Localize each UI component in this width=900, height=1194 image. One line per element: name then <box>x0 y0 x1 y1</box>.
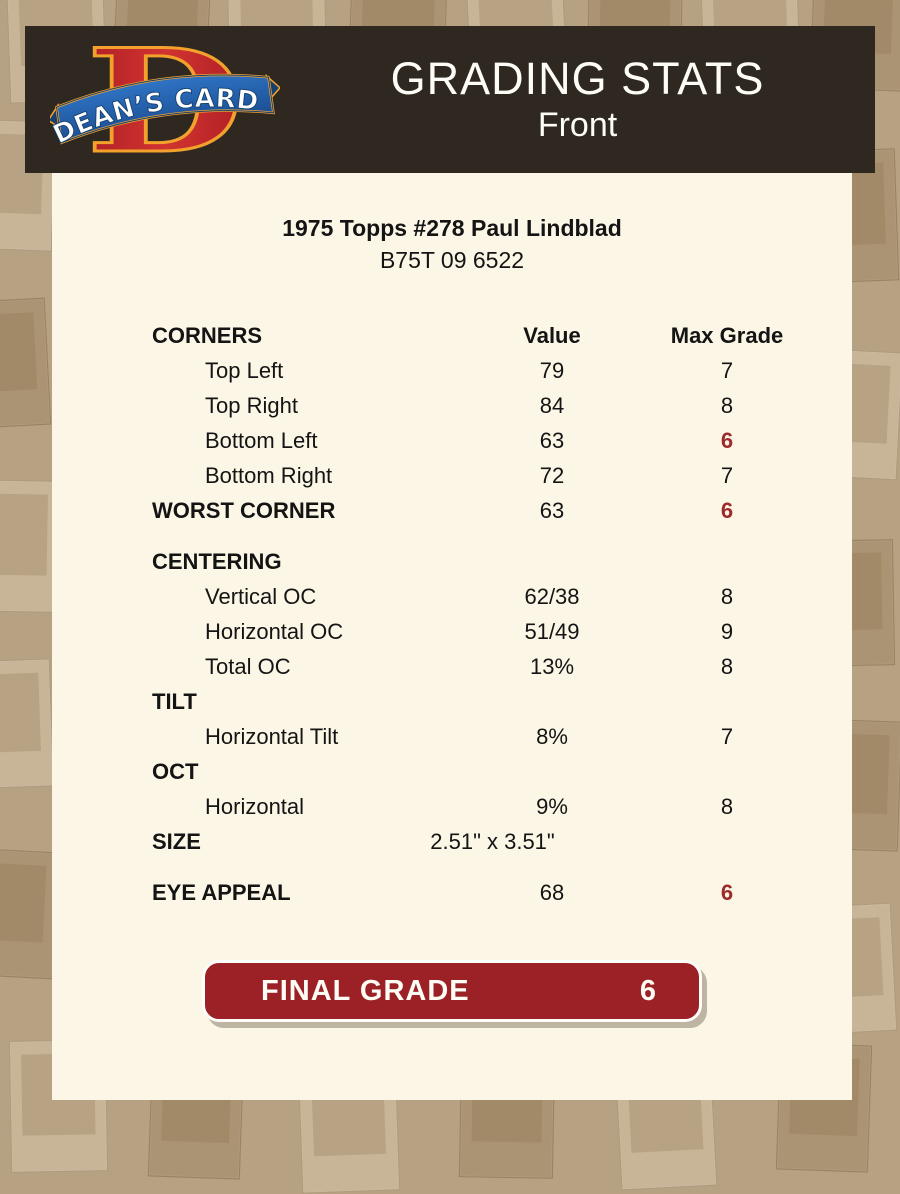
row-label: Horizontal OC <box>205 618 344 644</box>
row-max-grade: Max Grade <box>670 322 784 348</box>
row-value: 63 <box>539 497 565 523</box>
row-value: 84 <box>539 392 565 418</box>
row-label: CORNERS <box>152 322 263 348</box>
table-row: Horizontal 9% 8 <box>152 789 787 824</box>
table-row: Vertical OC 62/38 8 <box>152 579 787 614</box>
final-grade-value: 6 <box>639 974 657 1007</box>
background-card <box>0 847 60 980</box>
table-row: Bottom Right 72 7 <box>152 458 787 493</box>
table-row: CENTERING <box>152 544 787 579</box>
deans-cards-logo-art: D DEAN’S CARDS <box>27 0 282 187</box>
table-row: Horizontal Tilt 8% 7 <box>152 719 787 754</box>
row-label: Bottom Right <box>205 462 333 488</box>
row-label: Top Right <box>205 392 298 418</box>
header-bar: D DEAN’S CARDS GRADING STATS Front <box>25 0 875 187</box>
table-row: Bottom Left 63 6 <box>152 423 787 458</box>
row-max-grade: 8 <box>720 793 734 819</box>
row-max-grade: 7 <box>720 357 734 383</box>
row-value: 63 <box>539 427 565 453</box>
row-label: Bottom Left <box>205 427 318 453</box>
row-value: 8% <box>536 723 568 749</box>
row-value: 68 <box>539 879 565 905</box>
deans-cards-logo: D DEAN’S CARDS <box>27 0 282 187</box>
page-title: GRADING STATS <box>390 52 765 104</box>
table-row: SIZE 2.51" x 3.51" <box>152 824 787 859</box>
row-label: Horizontal Tilt <box>205 723 339 749</box>
row-label: Total OC <box>205 653 291 679</box>
table-row: OCT <box>152 754 787 789</box>
table-row: Top Left 79 7 <box>152 353 787 388</box>
row-value: 72 <box>539 462 565 488</box>
background-card-picture <box>0 493 48 576</box>
final-grade-label: FINAL GRADE <box>261 974 470 1007</box>
content-panel: 1975 Topps #278 Paul Lindblad B75T 09 65… <box>52 173 852 1100</box>
row-label: Horizontal <box>205 793 305 819</box>
table-row: EYE APPEAL 68 6 <box>152 875 787 910</box>
table-row: CORNERS Value Max Grade <box>152 318 787 353</box>
background-card <box>0 297 52 430</box>
row-label: Vertical OC <box>205 583 317 609</box>
row-value: 13% <box>529 653 575 679</box>
table-row: Total OC 13% 8 <box>152 649 787 684</box>
background-card-picture <box>0 672 41 753</box>
row-value: 9% <box>536 793 568 819</box>
table-row: TILT <box>152 684 787 719</box>
card-title: 1975 Topps #278 Paul Lindblad <box>282 215 622 241</box>
row-value: 2.51" x 3.51" <box>430 829 555 854</box>
background-card-picture <box>0 311 38 393</box>
table-row: Top Right 84 8 <box>152 388 787 423</box>
row-max-grade: 7 <box>720 462 734 488</box>
row-label: WORST CORNER <box>152 497 336 523</box>
row-max-grade: 8 <box>720 583 734 609</box>
row-value: 51/49 <box>524 618 580 644</box>
final-grade-button[interactable]: FINAL GRADE 6 <box>202 960 702 1022</box>
row-max-grade: 9 <box>720 618 734 644</box>
background-card <box>0 658 55 790</box>
row-label: OCT <box>152 758 199 784</box>
row-label: CENTERING <box>152 548 282 574</box>
header-title-block: GRADING STATS Front <box>280 26 875 173</box>
background-card-picture <box>0 861 47 943</box>
page-subtitle: Front <box>537 105 618 144</box>
card-code: B75T 09 6522 <box>379 247 525 273</box>
row-max-grade: 6 <box>720 497 734 523</box>
stats-table: CORNERS Value Max Grade Top Left 79 7 Top Righ… <box>152 318 787 910</box>
row-label: Top Left <box>205 357 284 383</box>
row-max-grade: 6 <box>720 427 734 453</box>
row-max-grade: 6 <box>720 879 734 905</box>
row-value: 62/38 <box>524 583 580 609</box>
row-value: 79 <box>539 357 565 383</box>
row-label: SIZE <box>152 828 201 854</box>
row-label: EYE APPEAL <box>152 879 291 905</box>
row-value: Value <box>523 322 581 348</box>
row-max-grade: 8 <box>720 653 734 679</box>
row-max-grade: 8 <box>720 392 734 418</box>
row-max-grade: 7 <box>720 723 734 749</box>
table-row: Horizontal OC 51/49 9 <box>152 614 787 649</box>
table-row: WORST CORNER 63 6 <box>152 493 787 528</box>
row-label: TILT <box>152 688 197 714</box>
